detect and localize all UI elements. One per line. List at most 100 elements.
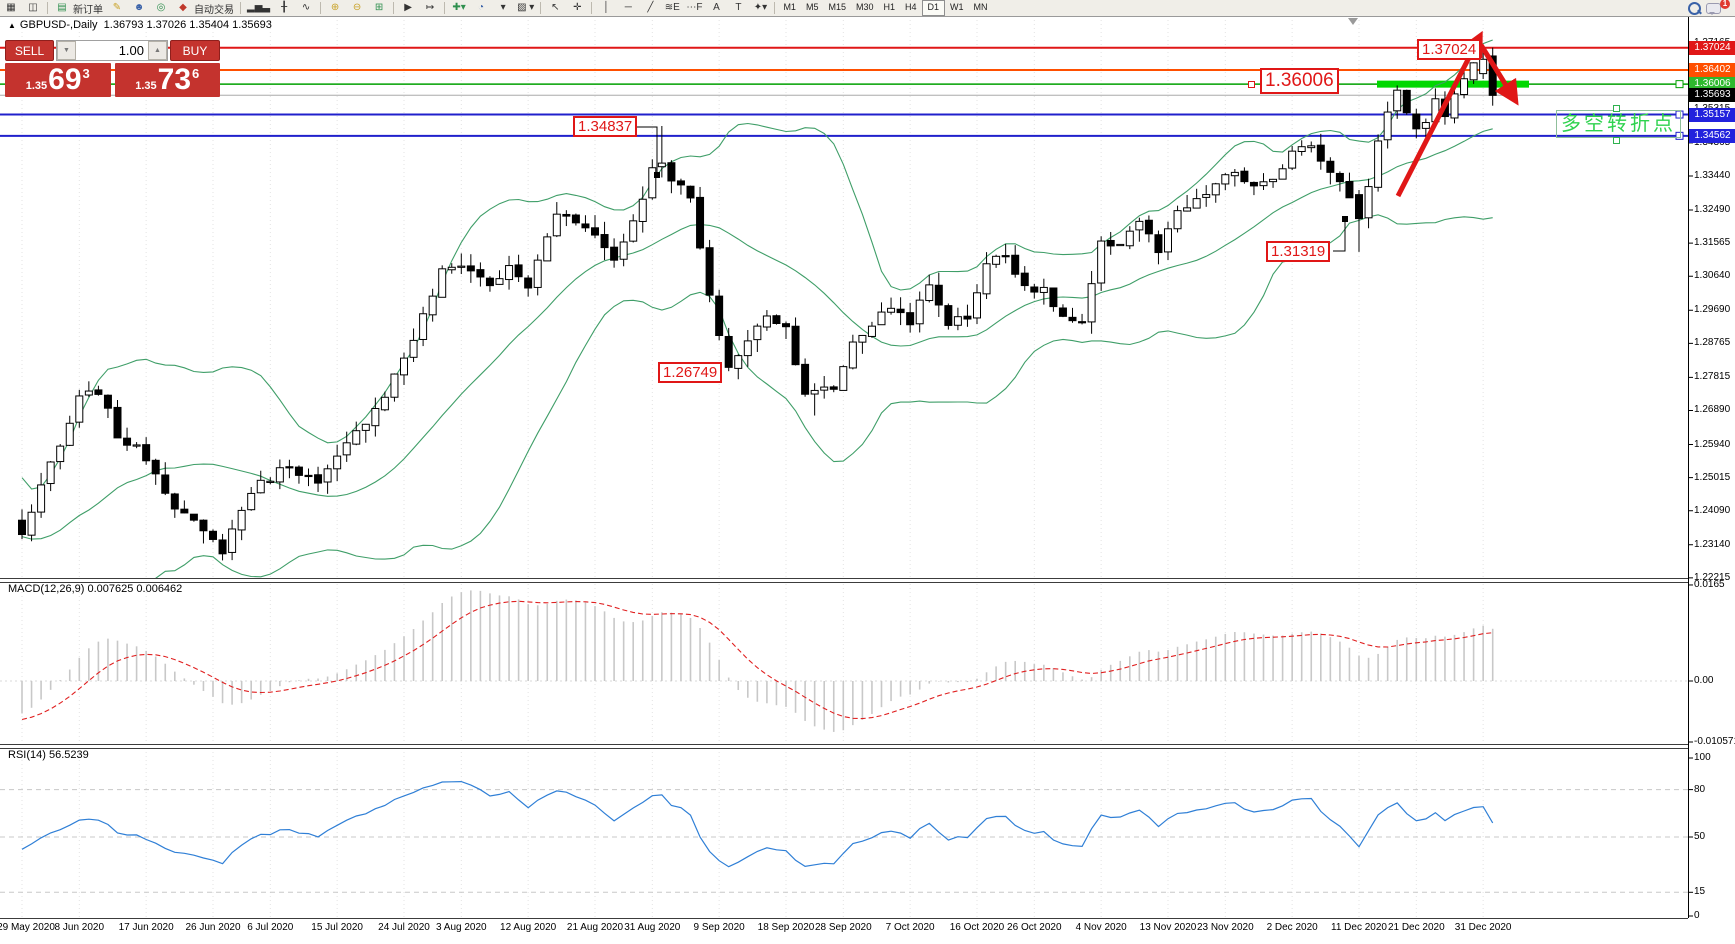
chart-price-label-1.34837[interactable]: 1.34837 xyxy=(573,116,638,137)
annotation-turning-point[interactable]: 多空转折点 xyxy=(1556,110,1681,138)
timeframe-M30[interactable]: M30 xyxy=(855,2,874,12)
clock-icon[interactable]: ◔ xyxy=(478,2,485,13)
rsi-pane-divider[interactable] xyxy=(0,744,1688,749)
candle-chart-icon[interactable]: ╂ xyxy=(281,2,288,13)
volume-decrease-button[interactable]: ▼ xyxy=(57,41,76,60)
text-label-icon[interactable]: T xyxy=(735,2,742,13)
template-icon[interactable]: ▨ ▾ xyxy=(517,2,535,13)
timeframe-H4[interactable]: H4 xyxy=(905,2,917,12)
symbol-ohlc: 1.36793 1.37026 1.35404 1.35693 xyxy=(103,19,272,31)
symbol-name: GBPUSD-,Daily xyxy=(19,19,98,31)
rsi-tick-label: 100 xyxy=(1694,752,1711,763)
price-tick-label: 1.22215 xyxy=(1694,571,1731,583)
new-order-icon[interactable]: ▤ xyxy=(57,2,67,13)
price-axis-line xyxy=(1688,16,1689,918)
price-tick-label: 1.33440 xyxy=(1694,170,1731,181)
timeframe-W1[interactable]: W1 xyxy=(950,2,964,12)
chart-price-label-1.26749[interactable]: 1.26749 xyxy=(658,362,723,383)
volume-increase-button[interactable]: ▲ xyxy=(148,41,167,60)
macd-label: MACD(12,26,9) 0.007625 0.006462 xyxy=(8,583,183,595)
date-label: 8 Jun 2020 xyxy=(54,922,105,933)
collapse-triangle-icon[interactable]: ▲ xyxy=(8,21,16,30)
zoom-out-icon[interactable]: ⊖ xyxy=(352,2,362,13)
trendline-icon[interactable]: ╱ xyxy=(647,2,654,13)
timeframe-M15[interactable]: M15 xyxy=(828,2,846,12)
chart-price-label-1.31319[interactable]: 1.31319 xyxy=(1266,241,1331,262)
chart-window-icon[interactable]: ▦ xyxy=(6,2,16,13)
chart-preview-icon[interactable]: ◫ xyxy=(28,2,38,13)
volume-spinner: ▼ ▲ xyxy=(56,40,168,61)
auto-trading-label[interactable]: 自动交易 xyxy=(194,4,234,16)
buy-price-main: 73 xyxy=(157,63,192,96)
profile-icon[interactable]: ☻ xyxy=(133,2,145,13)
toolbar-separator xyxy=(444,2,446,14)
timeframe-M5[interactable]: M5 xyxy=(805,2,819,12)
chart-shift-marker[interactable] xyxy=(1348,18,1358,25)
price-tick-label: 1.29690 xyxy=(1694,304,1731,316)
signal-icon[interactable]: ◎ xyxy=(156,2,166,13)
crosshair-icon[interactable]: ✛ xyxy=(573,2,582,13)
chart-price-label-1.37024[interactable]: 1.37024 xyxy=(1417,39,1482,60)
tile-windows-icon[interactable]: ⊞ xyxy=(374,2,384,13)
line-anchor-handle[interactable] xyxy=(1248,81,1255,88)
grid-lines xyxy=(21,16,1484,918)
vertical-line-icon[interactable]: │ xyxy=(603,2,610,13)
chart-price-label-1.36006[interactable]: 1.36006 xyxy=(1260,68,1339,94)
trend-arrows[interactable] xyxy=(1395,30,1519,198)
auto-scroll-icon[interactable]: ▶ xyxy=(404,2,412,13)
rsi-tick-label: 0 xyxy=(1694,910,1700,921)
add-indicator-icon[interactable]: ✚▾ xyxy=(452,2,466,13)
sell-price-pip: 3 xyxy=(82,66,90,81)
date-label: 18 Sep 2020 xyxy=(757,922,815,933)
symbol-header: ▲ GBPUSD-,Daily 1.36793 1.37026 1.35404 1… xyxy=(8,19,272,31)
macd-pane-divider[interactable] xyxy=(0,578,1688,583)
rsi-pane-graphics xyxy=(0,780,1688,893)
timeframe-H1[interactable]: H1 xyxy=(883,2,896,12)
crayon-icon[interactable]: ✎ xyxy=(112,2,122,13)
timeframe-MN[interactable]: MN xyxy=(973,2,988,12)
search-icon[interactable] xyxy=(1684,1,1704,15)
chat-icon[interactable]: 1 xyxy=(1706,0,1730,15)
toolbar-separator xyxy=(320,2,322,14)
cursor-icon[interactable]: ↖ xyxy=(551,2,560,13)
date-label: 17 Jun 2020 xyxy=(118,922,174,933)
date-label: 31 Aug 2020 xyxy=(624,922,681,933)
sell-price-display[interactable]: 1.35 69 3 xyxy=(5,63,111,97)
selection-handle[interactable] xyxy=(1613,137,1620,144)
sell-button[interactable]: SELL xyxy=(5,40,54,61)
date-label: 24 Jul 2020 xyxy=(378,922,430,933)
zoom-in-icon[interactable]: ⊕ xyxy=(330,2,340,13)
new-order-label[interactable]: 新订单 xyxy=(73,4,103,16)
one-click-trading-panel: SELL ▼ ▲ BUY 1.35 69 3 1.35 73 6 xyxy=(5,40,220,97)
price-tick-label: 1.25940 xyxy=(1694,438,1731,450)
volume-input[interactable] xyxy=(76,41,148,60)
chart-canvas[interactable] xyxy=(0,16,1735,944)
chart-shift-icon[interactable]: ↦ xyxy=(425,2,435,13)
dropdown-icon[interactable]: ▾ xyxy=(500,2,506,13)
equidistant-channel-icon[interactable]: ≋E xyxy=(664,2,680,13)
price-tag-1.37024: 1.37024 xyxy=(1689,40,1735,55)
macd-tick-label: -0.010571 xyxy=(1694,736,1735,747)
buy-button[interactable]: BUY xyxy=(170,40,220,61)
bar-chart-icon[interactable]: ▂▅▃ xyxy=(247,2,271,13)
price-tick-label: 1.32490 xyxy=(1694,204,1731,215)
macd-histogram xyxy=(0,590,1688,732)
line-chart-icon[interactable]: ∿ xyxy=(301,2,311,13)
buy-price-pip: 6 xyxy=(192,66,200,81)
text-icon[interactable]: A xyxy=(713,2,720,13)
price-tick-label: 1.26890 xyxy=(1694,404,1731,416)
horizontal-line-icon[interactable]: ─ xyxy=(624,2,632,13)
price-tag-1.35157: 1.35157 xyxy=(1689,107,1735,122)
price-tick-label: 1.27815 xyxy=(1694,371,1731,383)
selection-handle[interactable] xyxy=(1613,105,1620,112)
date-label: 13 Nov 2020 xyxy=(1139,922,1197,933)
toolbar-separator xyxy=(774,2,776,14)
buy-price-display[interactable]: 1.35 73 6 xyxy=(114,63,220,97)
fibonacci-icon[interactable]: ⋯F xyxy=(686,2,703,13)
timeframe-M1[interactable]: M1 xyxy=(783,2,796,12)
arrows-tool-icon[interactable]: ✦▾ xyxy=(753,2,768,13)
timeframe-D1[interactable]: D1 xyxy=(921,0,946,16)
autotrade-icon[interactable]: ◆ xyxy=(179,2,187,13)
chart-area: ▲ GBPUSD-,Daily 1.36793 1.37026 1.35404 1… xyxy=(0,16,1735,944)
